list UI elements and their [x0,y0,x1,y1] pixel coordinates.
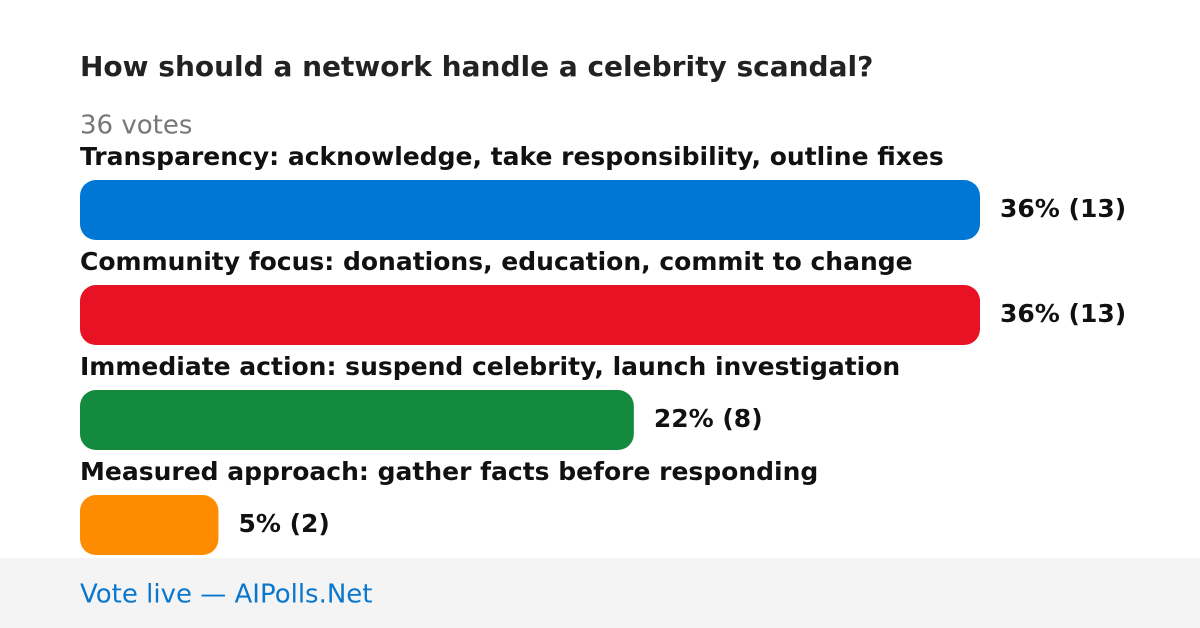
footer-link[interactable]: Vote live — AIPolls.Net [80,580,373,610]
bar [80,390,634,450]
option-label: Measured approach: gather facts before r… [80,457,818,486]
bar [80,495,219,555]
vote-count: 36 votes [80,111,192,141]
value-label: 22% (8) [654,404,763,433]
chart-title: How should a network handle a celebrity … [80,50,873,83]
option-label: Transparency: acknowledge, take responsi… [80,142,944,171]
footer-band [0,558,1200,628]
value-label: 36% (13) [1000,194,1126,223]
value-label: 5% (2) [238,509,329,538]
value-label: 36% (13) [1000,299,1126,328]
bar [80,285,980,345]
option-label: Community focus: donations, education, c… [80,247,913,276]
option-label: Immediate action: suspend celebrity, lau… [80,352,900,381]
bar [80,180,980,240]
